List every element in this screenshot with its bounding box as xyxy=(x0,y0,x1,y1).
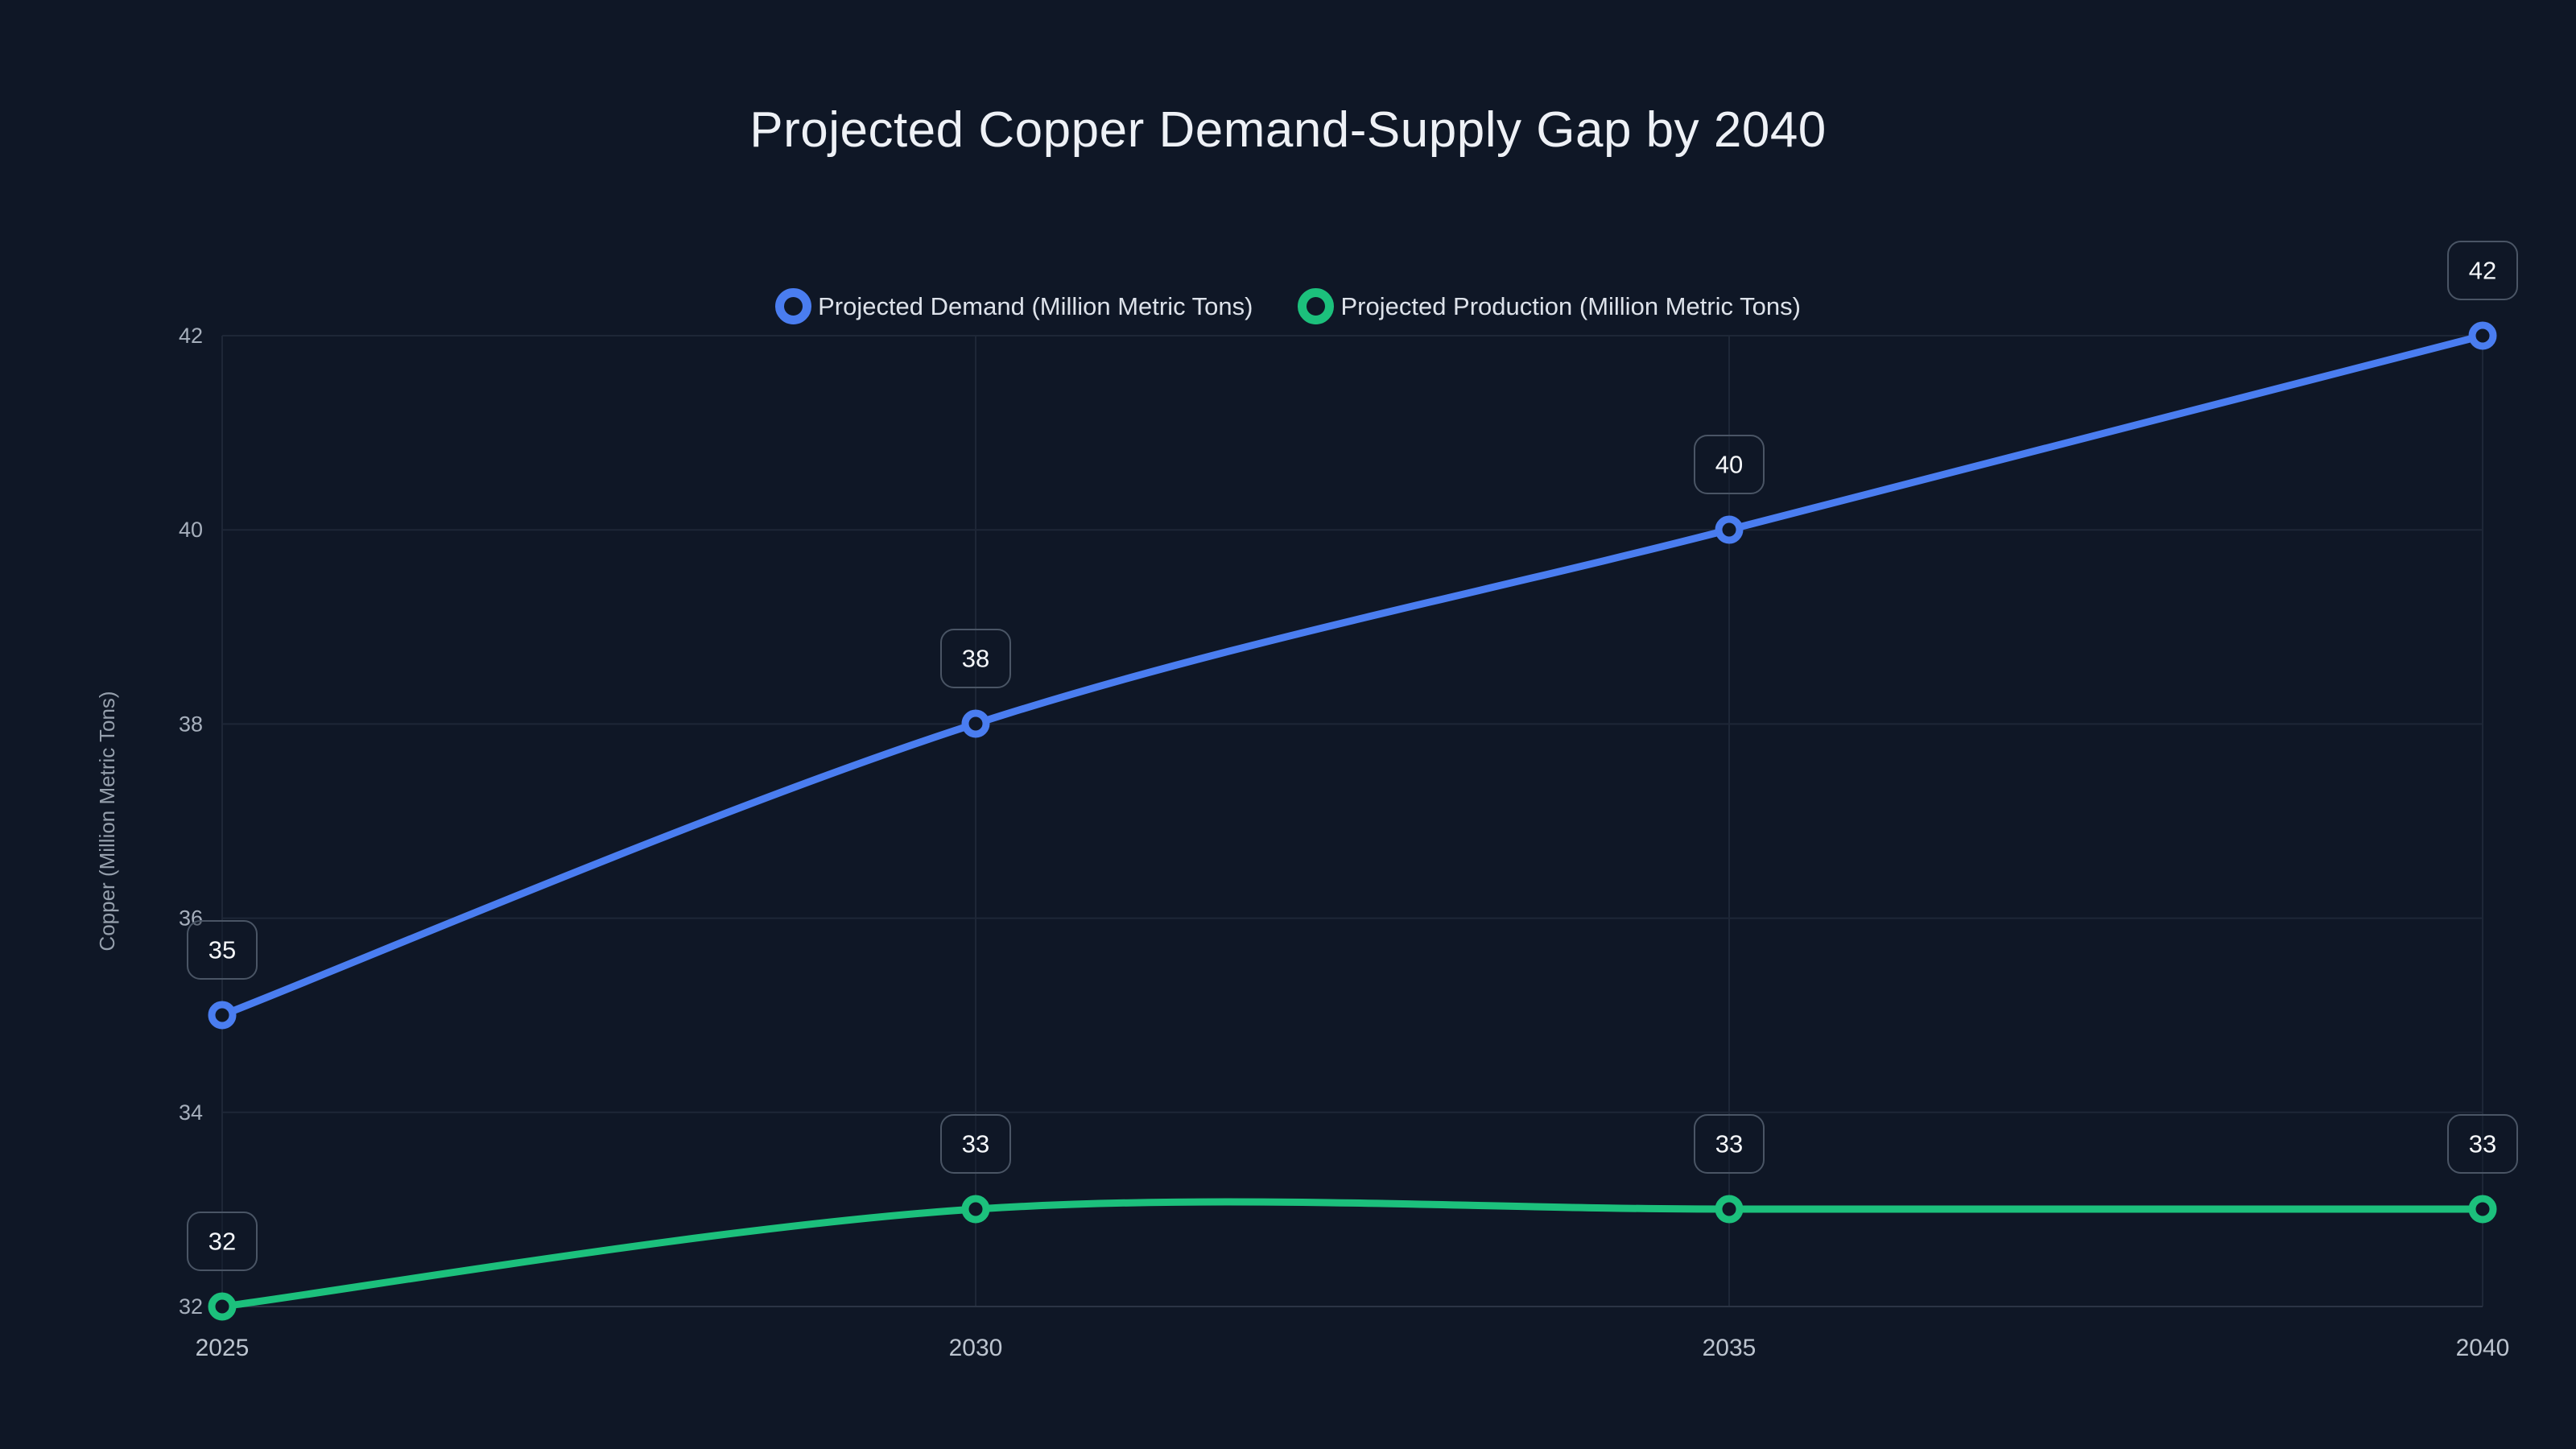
projected-demand-point-2035[interactable] xyxy=(1715,515,1744,544)
point-value-label-text: 40 xyxy=(1715,451,1743,479)
chart-title: Projected Copper Demand-Supply Gap by 20… xyxy=(749,102,1827,158)
point-value-label-box xyxy=(940,629,1011,688)
legend-label-projected-production: Projected Production (Million Metric Ton… xyxy=(1340,291,1801,320)
point-value-label: 33 xyxy=(1694,1114,1765,1174)
point-value-label-text: 42 xyxy=(2469,257,2496,285)
projected-production-point-2030[interactable] xyxy=(961,1195,990,1224)
point-value-label: 35 xyxy=(187,920,258,980)
projected-demand-point-2030[interactable] xyxy=(961,709,990,738)
projected-production-line xyxy=(218,1198,2487,1311)
point-value-label-box xyxy=(1694,1114,1765,1174)
point-value-label: 33 xyxy=(940,1114,1011,1174)
legend-item-projected-demand[interactable]: Projected Demand (Million Metric Tons) xyxy=(775,288,1253,324)
point-value-label-box xyxy=(2447,1114,2518,1174)
point-value-label: 42 xyxy=(2447,241,2518,300)
point-value-label-box xyxy=(940,1114,1011,1174)
point-value-label-text: 32 xyxy=(208,1228,236,1256)
projected-production-point-2025[interactable] xyxy=(208,1292,237,1321)
point-value-label-box xyxy=(1694,435,1765,494)
point-value-label-text: 33 xyxy=(1715,1130,1743,1158)
legend-marker-production-icon xyxy=(1298,288,1335,324)
y-tick-label: 42 xyxy=(179,324,203,348)
y-tick-label: 34 xyxy=(179,1100,203,1125)
point-value-labels: 35 38 40 42 32 33 33 33 xyxy=(187,241,2518,1271)
projected-demand-line xyxy=(218,332,2487,1019)
projected-demand-point-2040[interactable] xyxy=(2468,321,2497,350)
projected-production-point-2040[interactable] xyxy=(2468,1195,2497,1224)
point-value-label-text: 33 xyxy=(962,1130,989,1158)
y-axis-title: Copper (Million Metric Tons) xyxy=(95,691,119,951)
projected-demand-point-2025[interactable] xyxy=(208,1001,237,1030)
x-tick-label: 2030 xyxy=(949,1335,1003,1361)
point-value-label-text: 38 xyxy=(962,645,989,673)
series-lines xyxy=(218,332,2487,1311)
y-tick-label: 38 xyxy=(179,712,203,736)
point-value-label-box xyxy=(187,1212,258,1271)
point-value-label: 40 xyxy=(1694,435,1765,494)
data-point-markers xyxy=(208,321,2497,1321)
point-value-label: 33 xyxy=(2447,1114,2518,1174)
point-value-label-text: 33 xyxy=(2469,1130,2496,1158)
point-value-label: 38 xyxy=(940,629,1011,688)
y-tick-label: 40 xyxy=(179,518,203,542)
x-tick-label: 2035 xyxy=(1703,1335,1757,1361)
point-value-label-box xyxy=(2447,241,2518,300)
legend-label-projected-demand: Projected Demand (Million Metric Tons) xyxy=(818,291,1253,320)
legend-item-projected-production[interactable]: Projected Production (Million Metric Ton… xyxy=(1298,288,1801,324)
point-value-label-box xyxy=(187,920,258,980)
x-tick-label: 2025 xyxy=(196,1335,250,1361)
projected-production-point-2035[interactable] xyxy=(1715,1195,1744,1224)
x-tick-label: 2040 xyxy=(2456,1335,2510,1361)
point-value-label-text: 35 xyxy=(208,936,236,964)
y-tick-label: 32 xyxy=(179,1294,203,1319)
point-value-label: 32 xyxy=(187,1212,258,1271)
legend: Projected Demand (Million Metric Tons) P… xyxy=(0,288,2576,324)
legend-marker-demand-icon xyxy=(775,288,812,324)
gridlines xyxy=(221,335,2483,1307)
